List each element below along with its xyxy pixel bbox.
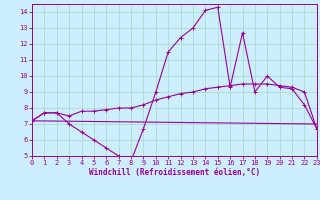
X-axis label: Windchill (Refroidissement éolien,°C): Windchill (Refroidissement éolien,°C): [89, 168, 260, 177]
